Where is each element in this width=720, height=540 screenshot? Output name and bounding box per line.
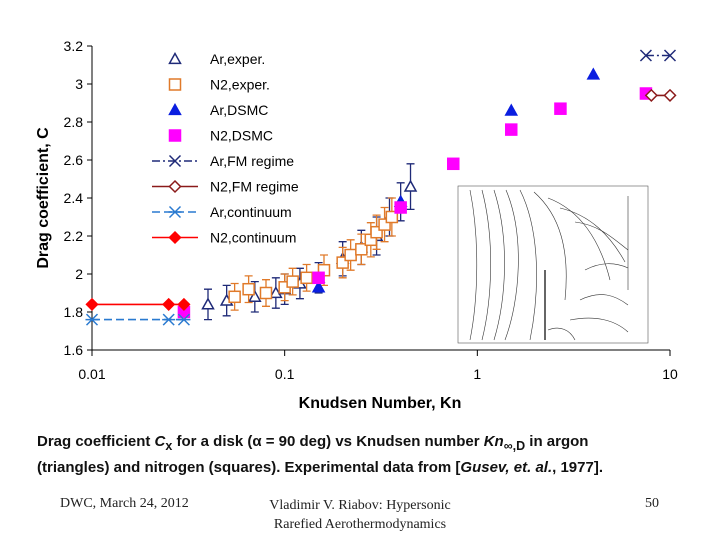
legend-marker xyxy=(168,230,182,245)
point xyxy=(312,271,325,285)
legend-label: Ar,exper. xyxy=(210,51,265,67)
point xyxy=(504,103,519,116)
legend-label: N2,FM regime xyxy=(210,179,299,195)
point xyxy=(378,218,391,231)
x-tick-label: 10 xyxy=(662,366,678,382)
caption-text: (triangles) and nitrogen (squares). Expe… xyxy=(37,459,461,476)
y-tick-label: 2.8 xyxy=(64,114,84,130)
point xyxy=(586,67,601,80)
caption-symbol: C xyxy=(154,433,166,450)
point xyxy=(85,313,99,326)
legend-marker xyxy=(168,102,182,116)
legend-marker xyxy=(168,129,182,142)
axes: 1.6 1.8 2 2.2 2.4 2.6 2.8 3 3.2 0.01 0.1 1 10 Ar,expe… xyxy=(64,38,678,382)
footer-line: Vladimir V. Riabov: Hypersonic xyxy=(269,498,451,513)
point xyxy=(228,290,241,304)
point xyxy=(447,157,460,171)
caption-subscript: ∞,D xyxy=(503,439,526,453)
point xyxy=(663,49,677,62)
legend-label: Ar,DSMC xyxy=(210,102,268,118)
footer-line: Rarefied Aerothermodynamics xyxy=(273,517,447,532)
point xyxy=(394,201,407,214)
point xyxy=(505,123,518,136)
point xyxy=(355,243,368,256)
legend-marker xyxy=(168,78,182,91)
legend-marker xyxy=(168,51,182,65)
y-tick-label: 3.2 xyxy=(64,38,84,54)
point xyxy=(177,297,191,311)
y-tick-label: 2.6 xyxy=(64,152,84,168)
point xyxy=(554,102,567,115)
y-tick-label: 2 xyxy=(75,266,83,282)
point xyxy=(162,313,176,326)
x-tick-label: 0.1 xyxy=(275,366,295,382)
y-tick-label: 2.2 xyxy=(64,228,84,244)
point xyxy=(259,286,273,300)
legend-label: Ar,continuum xyxy=(210,204,292,220)
point xyxy=(639,49,652,62)
point xyxy=(403,179,418,192)
caption-text: , 1977]. xyxy=(552,459,603,476)
y-axis-label: Drag coefficient, C xyxy=(35,127,52,269)
x-tick-label: 0.01 xyxy=(78,366,105,382)
point xyxy=(663,88,677,102)
legend-label: N2,continuum xyxy=(210,230,296,246)
point xyxy=(644,88,658,102)
caption-citation: Gusev, et. al. xyxy=(460,459,553,476)
caption-text: Drag coefficient xyxy=(37,433,155,450)
caption-text: for a disk (α = 90 deg) vs Knudsen numbe… xyxy=(172,433,484,450)
point xyxy=(370,225,383,239)
point xyxy=(344,248,357,262)
point xyxy=(311,280,326,293)
footer-author: Vladimir V. Riabov: Hypersonic Rarefied A… xyxy=(230,496,490,534)
caption-symbol: Kn xyxy=(483,433,504,450)
point xyxy=(201,297,215,310)
caption-text: in argon xyxy=(525,433,589,450)
legend-marker xyxy=(168,205,182,219)
point xyxy=(336,256,349,269)
legend-label: Ar,FM regime xyxy=(210,153,294,169)
caption-subscript: x xyxy=(165,439,173,453)
inset-flow-field xyxy=(457,185,649,344)
chart: 1.6 1.8 2 2.2 2.4 2.6 2.8 3 3.2 0.01 0.1 1 10 Ar,expe… xyxy=(35,38,678,412)
legend-marker xyxy=(168,154,182,168)
y-tick-label: 1.6 xyxy=(64,342,84,358)
point xyxy=(286,275,299,288)
point xyxy=(85,297,99,311)
footer-date: DWC, March 24, 2012 xyxy=(60,496,189,511)
footer-page: 50 xyxy=(645,496,659,511)
point xyxy=(248,289,262,302)
x-axis-label: Knudsen Number, Kn xyxy=(299,395,462,412)
y-tick-label: 2.4 xyxy=(64,190,84,206)
point xyxy=(300,271,313,285)
point xyxy=(177,313,191,326)
legend-label: N2,exper. xyxy=(210,77,270,93)
legend-label: N2,DSMC xyxy=(210,128,273,144)
point xyxy=(385,210,399,224)
y-tick-label: 3 xyxy=(75,76,83,92)
x-tick-label: 1 xyxy=(473,366,481,382)
legend-marker xyxy=(168,179,182,194)
caption: Drag coefficient Cx for a disk (α = 90 d… xyxy=(37,431,707,478)
y-tick-label: 1.8 xyxy=(64,304,84,320)
point xyxy=(162,297,176,311)
point xyxy=(242,282,255,296)
